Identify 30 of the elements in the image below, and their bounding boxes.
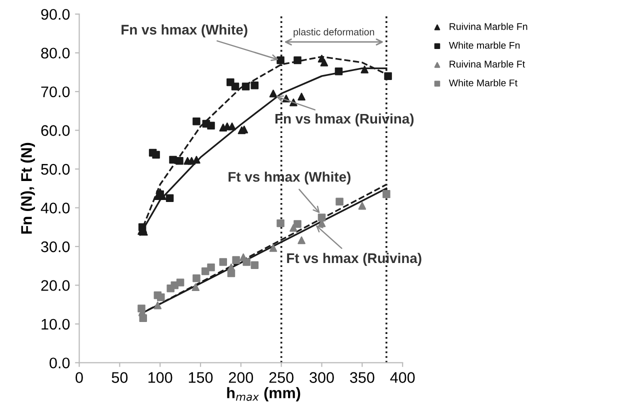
y-tick-label: 20.0	[41, 280, 70, 291]
y-tick-label: 30.0	[41, 241, 70, 252]
x-tick-label: 350	[350, 372, 374, 383]
legend-label: White Marble Ft	[448, 79, 518, 86]
x-tick-label: 150	[188, 372, 213, 383]
x-tick-label: 200	[228, 372, 254, 383]
annotation: Ft vs hmax (Ruivina)	[287, 252, 422, 266]
x-axis-title: h$_{max}$ (mm)	[227, 387, 300, 402]
legend-label: White marble Fn	[448, 42, 520, 49]
y-tick-label: 0.0	[50, 358, 70, 368]
y-tick-label: 80.0	[41, 48, 70, 59]
x-tick-label: 50	[112, 372, 128, 383]
x-tick-label: 100	[148, 372, 172, 383]
annotation: plastic deformation	[294, 28, 374, 38]
annotation: Fn vs hmax (Ruivina)	[275, 113, 414, 126]
x-tick-label: 0	[76, 372, 83, 383]
y-axis-title: Fn (N), Ft (N)	[20, 142, 35, 234]
y-tick-label: 70.0	[41, 86, 70, 98]
y-tick-label: 10.0	[42, 318, 70, 330]
x-tick-label: 400	[390, 372, 415, 383]
x-tick-label: 300	[310, 372, 334, 383]
legend-label: Ruivina Marble Fn	[450, 22, 528, 30]
x-tick-label: 250	[269, 372, 294, 383]
y-tick-label: 40.0	[40, 202, 70, 214]
annotation: Fn vs hmax (White)	[122, 24, 248, 38]
annotation: Ft vs hmax (White)	[228, 172, 350, 185]
y-tick-label: 50.0	[41, 164, 70, 175]
y-tick-label: 60.0	[41, 125, 70, 136]
legend-label: Ruivina Marble Ft	[450, 60, 526, 68]
y-tick-label: 90.0	[41, 8, 70, 20]
